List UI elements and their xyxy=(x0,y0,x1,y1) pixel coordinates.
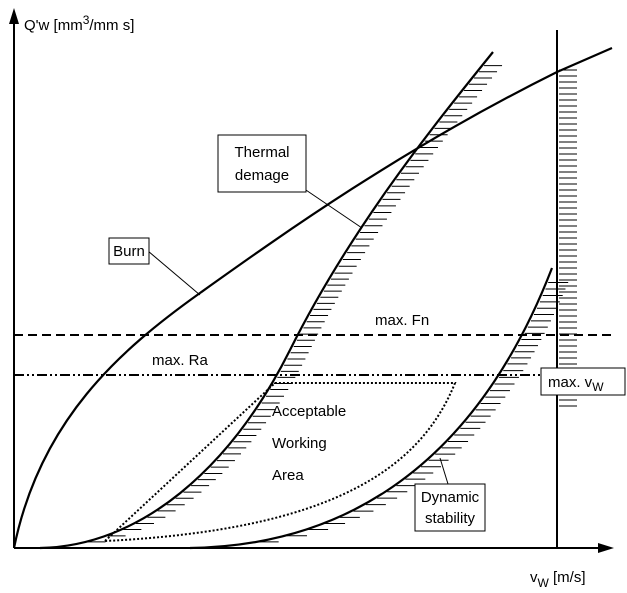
max-vw-main: max. v xyxy=(548,374,593,391)
max-vw-box xyxy=(540,367,626,396)
max-vw-label: max. vW xyxy=(548,374,604,394)
dynamic-label: Dynamic xyxy=(421,489,480,506)
dynamic-curve xyxy=(189,267,554,550)
thermal-leader xyxy=(299,185,363,229)
dynamic-label: stability xyxy=(425,510,476,527)
hatching xyxy=(87,65,577,543)
y-axis-label: Q'w [mm3/mm s] xyxy=(24,13,134,34)
thermal-label: Thermal xyxy=(234,144,289,161)
y-label-main: Q'w [mm xyxy=(24,17,83,34)
max-fn-label: max. Fn xyxy=(375,312,429,329)
thermal-label: demage xyxy=(235,167,289,184)
x-label-sub: W xyxy=(538,576,550,590)
working-area xyxy=(102,382,457,543)
area-label: Working xyxy=(272,435,327,452)
x-label-main: v xyxy=(530,569,538,586)
x-label-rest: [m/s] xyxy=(549,569,586,586)
dynamic-box xyxy=(414,483,486,532)
burn-curve xyxy=(12,46,613,549)
x-axis-label: vW [m/s] xyxy=(530,569,586,590)
area-label: Acceptable xyxy=(272,403,346,420)
max-ra-label: max. Ra xyxy=(152,352,209,369)
thermal-curve xyxy=(39,51,494,550)
thermal-box xyxy=(217,134,307,193)
dynamic-leader xyxy=(439,457,449,485)
burn-label: Burn xyxy=(113,243,145,260)
y-label-sup: 3 xyxy=(83,13,90,27)
x-arrow xyxy=(598,543,614,553)
max-vw-sub: W xyxy=(592,380,604,394)
burn-box xyxy=(108,237,150,265)
burn-leader xyxy=(147,250,201,296)
y-arrow xyxy=(9,8,19,24)
area-label: Area xyxy=(272,467,304,484)
y-label-rest: /mm s] xyxy=(89,17,134,34)
